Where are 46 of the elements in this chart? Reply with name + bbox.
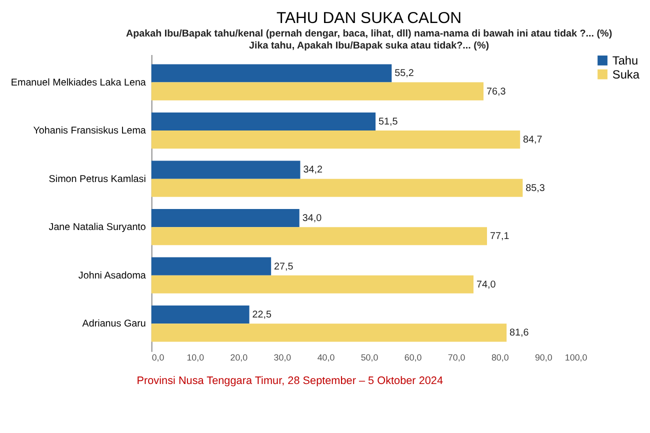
data-label: 84,7 bbox=[523, 134, 542, 146]
text: Provinsi Nusa Tenggara Timur, 28 September – 5 Oktober 2024 bbox=[136, 374, 444, 387]
bar bbox=[151, 82, 484, 100]
x-tick-label: 50,0 bbox=[360, 352, 378, 363]
bar bbox=[151, 130, 520, 149]
data-label: 85,3 bbox=[526, 182, 546, 194]
y-tick-label: Emanuel Melkiades Laka Lena bbox=[10, 77, 146, 88]
data-label: 22,5 bbox=[252, 310, 272, 321]
x-tick-label: 70,0 bbox=[448, 352, 466, 363]
legend-label: Suka bbox=[612, 67, 640, 82]
data-label: 34,2 bbox=[303, 164, 322, 176]
y-tick-label: Simon Petrus Kamlasi bbox=[48, 174, 146, 185]
bar bbox=[151, 306, 250, 324]
data-label: 34,0 bbox=[302, 212, 322, 224]
bar bbox=[151, 160, 300, 179]
bar bbox=[151, 324, 507, 342]
data-label: 77,1 bbox=[490, 231, 510, 242]
x-tick-label: 40,0 bbox=[317, 352, 335, 363]
chart-subtitle: Apakah Ibu/Bapak tahu/kenal (pernah dengar, baca, lihat, dll) nama-nama di bawah ini atau tidak ?... (%) Jika tahu, Apakah Ibu/Bapak suka atau tidak?... (%) bbox=[126, 28, 612, 52]
x-tick-label: 100,0 bbox=[564, 352, 588, 363]
bar bbox=[151, 112, 376, 131]
bar bbox=[151, 64, 392, 82]
bar bbox=[151, 257, 272, 276]
bar bbox=[151, 178, 523, 197]
bar bbox=[151, 275, 474, 294]
x-tick-label: 20,0 bbox=[230, 352, 248, 363]
x-tick-label: 60,0 bbox=[404, 352, 422, 363]
legend-label: Tahu bbox=[612, 53, 638, 68]
bar bbox=[151, 227, 487, 246]
data-label: 76,3 bbox=[486, 86, 506, 98]
x-tick-label: 0,0 bbox=[152, 352, 164, 363]
data-label: 27,5 bbox=[274, 261, 294, 272]
y-tick-label: Jane Natalia Suryanto bbox=[48, 222, 146, 234]
y-tick-label: Johni Asadoma bbox=[78, 270, 146, 282]
x-tick-label: 80,0 bbox=[491, 352, 509, 363]
y-tick-label: Yohanis Fransiskus Lema bbox=[33, 126, 146, 137]
chart-title: TAHU DAN SUKA CALON bbox=[276, 10, 462, 27]
data-label: 55,2 bbox=[394, 68, 414, 80]
data-label: 51,5 bbox=[378, 116, 398, 128]
y-tick-label: Adrianus Garu bbox=[82, 318, 146, 330]
bar bbox=[151, 208, 300, 228]
x-tick-label: 10,0 bbox=[186, 352, 204, 363]
x-tick-label: 30,0 bbox=[274, 352, 292, 363]
data-label: 81,6 bbox=[510, 328, 530, 339]
x-tick-label: 90,0 bbox=[534, 352, 552, 363]
data-label: 74,0 bbox=[476, 279, 496, 290]
